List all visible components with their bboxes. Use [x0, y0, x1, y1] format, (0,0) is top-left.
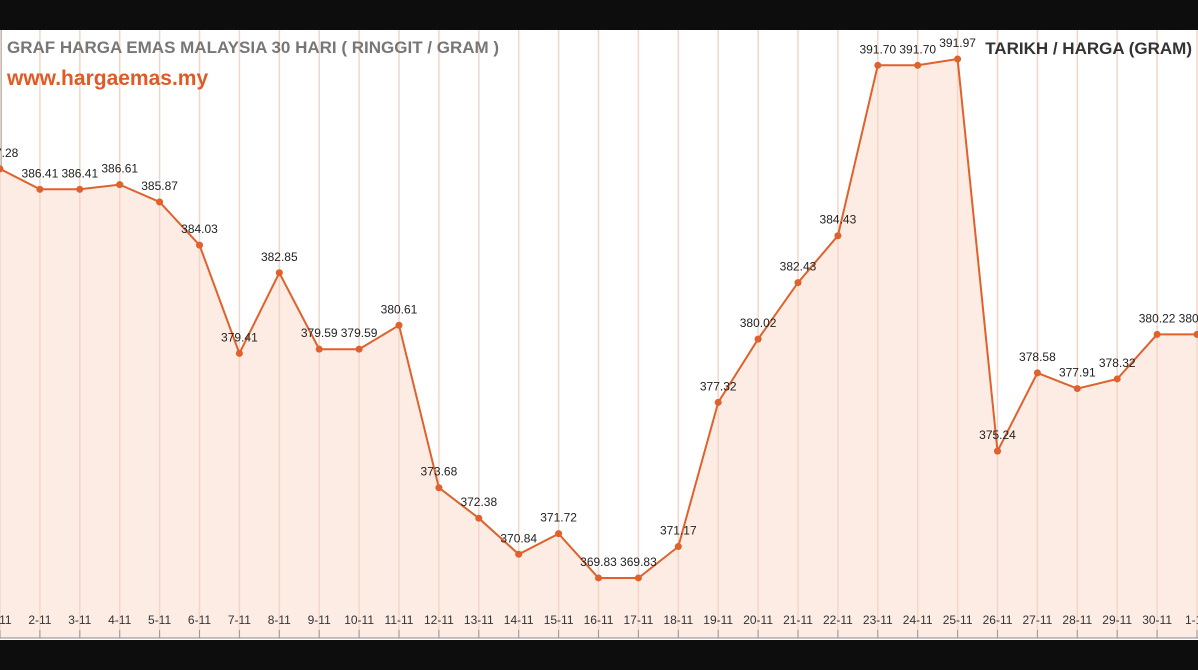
legend-label: TARIKH / HARGA (GRAM) — [985, 39, 1192, 58]
data-label: 373.68 — [421, 465, 458, 479]
data-label: 370.84 — [500, 531, 537, 545]
x-tick-label: 14-11 — [504, 613, 534, 627]
data-label: 371.72 — [540, 511, 577, 525]
data-point — [515, 550, 523, 558]
data-point — [754, 335, 762, 343]
data-point — [674, 543, 682, 551]
data-point — [954, 55, 962, 63]
data-label: 379.59 — [301, 326, 338, 340]
data-point — [634, 574, 642, 582]
x-tick-label: 13-11 — [464, 613, 494, 627]
data-point — [1073, 385, 1081, 393]
x-tick-label: 16-11 — [584, 613, 614, 627]
data-label: 369.83 — [620, 555, 657, 569]
data-label: 375.24 — [979, 428, 1016, 442]
data-point — [36, 185, 44, 193]
x-tick-label: 19-11 — [703, 613, 733, 627]
data-point — [116, 181, 124, 189]
data-point — [914, 61, 922, 69]
data-label: 380.61 — [381, 302, 418, 316]
data-point — [714, 398, 722, 406]
data-label: 386.41 — [61, 166, 98, 180]
data-label: 391.70 — [899, 42, 936, 56]
data-point — [275, 269, 283, 277]
chart-title: GRAF HARGA EMAS MALAYSIA 30 HARI ( RINGG… — [7, 38, 500, 57]
x-tick-label: 5-11 — [148, 613, 171, 627]
data-label: 382.43 — [780, 260, 817, 274]
data-point — [475, 514, 483, 522]
data-label: 391.70 — [859, 42, 896, 56]
data-point — [355, 345, 363, 353]
data-label: 382.85 — [261, 250, 298, 264]
x-tick-label: 4-11 — [108, 613, 131, 627]
data-label: 386.41 — [22, 166, 59, 180]
x-tick-label: 7-11 — [228, 613, 251, 627]
x-tick-label: 9-11 — [308, 613, 331, 627]
data-point — [395, 321, 403, 329]
data-point — [1033, 369, 1041, 377]
chart-area: 387.28 1-11 386.41 2-11 386.41 3-11 386.61 4-11… — [0, 30, 1198, 640]
x-tick-label: 12-11 — [424, 613, 454, 627]
x-tick-label: 26-11 — [983, 613, 1013, 627]
data-label: 379.59 — [341, 326, 378, 340]
data-label: 379.41 — [221, 330, 258, 344]
data-label: 371.17 — [660, 524, 697, 538]
x-tick-label: 21-11 — [783, 613, 813, 627]
x-tick-label: 22-11 — [823, 613, 853, 627]
data-label: 384.43 — [820, 213, 857, 227]
data-point — [1193, 330, 1198, 338]
data-point — [76, 185, 84, 193]
data-point — [435, 484, 443, 492]
area-fill — [0, 59, 1197, 638]
x-tick-label: 29-11 — [1102, 613, 1132, 627]
x-tick-label: 6-11 — [188, 613, 211, 627]
data-label: 377.32 — [700, 379, 737, 393]
data-label: 384.03 — [181, 222, 218, 236]
x-tick-label: 11-11 — [385, 613, 414, 627]
x-tick-label: 30-11 — [1142, 613, 1172, 627]
data-label: 386.61 — [101, 162, 138, 176]
x-tick-label: 23-11 — [863, 613, 893, 627]
data-point — [555, 530, 563, 538]
x-tick-label: 27-11 — [1022, 613, 1052, 627]
data-point — [834, 232, 842, 240]
data-point — [156, 198, 164, 206]
data-point — [994, 447, 1001, 455]
data-point — [794, 279, 802, 287]
data-label: 377.91 — [1059, 366, 1096, 380]
data-label: 387.28 — [0, 146, 19, 160]
data-point — [315, 345, 323, 353]
x-tick-label: 10-11 — [344, 613, 374, 627]
data-point — [235, 349, 243, 357]
data-label: 378.58 — [1019, 350, 1056, 364]
x-tick-label: 2-11 — [28, 613, 51, 627]
data-label: 385.87 — [141, 179, 178, 193]
x-tick-label: 1-11 — [0, 613, 12, 627]
x-tick-label: 8-11 — [268, 613, 291, 627]
price-chart: 387.28 1-11 386.41 2-11 386.41 3-11 386.61 4-11… — [0, 30, 1198, 639]
x-tick-label: 24-11 — [903, 613, 933, 627]
data-point — [595, 574, 602, 582]
data-point — [196, 241, 203, 249]
data-point — [1153, 330, 1161, 338]
x-tick-label: 28-11 — [1062, 613, 1092, 627]
data-label: 369.83 — [580, 555, 617, 569]
data-point — [0, 165, 4, 173]
data-label: 380.02 — [740, 316, 777, 330]
site-link[interactable]: www.hargaemas.my — [7, 67, 209, 90]
data-point — [1113, 375, 1121, 383]
x-tick-label: 1-12 — [1185, 613, 1198, 627]
data-label: 380.22 — [1139, 311, 1176, 325]
x-tick-label: 17-11 — [623, 613, 653, 627]
x-tick-label: 15-11 — [544, 613, 574, 627]
x-tick-label: 18-11 — [663, 613, 693, 627]
data-label: 372.38 — [460, 495, 497, 509]
data-label: 380.22 — [1179, 311, 1198, 325]
x-tick-label: 25-11 — [943, 613, 973, 627]
x-tick-label: 20-11 — [743, 613, 773, 627]
data-label: 391.97 — [939, 36, 976, 50]
data-label: 378.32 — [1099, 356, 1136, 370]
data-point — [874, 61, 882, 69]
x-tick-label: 3-11 — [68, 613, 91, 627]
